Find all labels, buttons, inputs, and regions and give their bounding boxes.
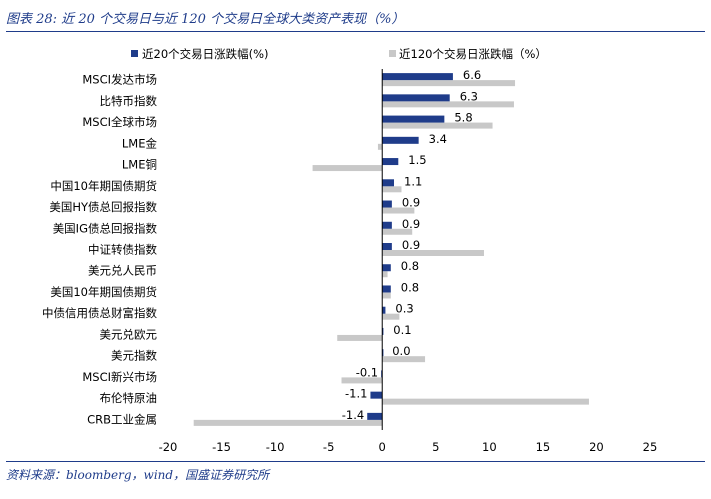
category-label: 比特币指数 (100, 94, 158, 108)
bar-120d (382, 228, 413, 235)
data-label-20d: 5.8 (454, 111, 472, 125)
bar-20d (370, 391, 383, 399)
bar-20d (367, 412, 383, 420)
category-label: 中国10年期国债期货 (50, 179, 157, 193)
category-label: 布伦特原油 (100, 391, 158, 405)
bar-20d (382, 349, 384, 357)
data-label-20d: 3.4 (429, 132, 447, 146)
bar-120d (382, 250, 484, 256)
x-tick-label: -5 (323, 440, 334, 454)
category-label: 美元兑人民币 (88, 264, 157, 278)
data-label-20d: -0.1 (356, 365, 378, 379)
data-label-20d: 0.1 (393, 323, 411, 337)
bar-120d (382, 122, 493, 129)
bar-20d (382, 221, 392, 229)
x-tick-label: 20 (589, 440, 604, 454)
x-tick-label: -15 (212, 440, 231, 454)
legend-label-20d: 近20个交易日涨跌幅(%) (142, 47, 269, 61)
bar-120d (341, 377, 383, 384)
category-label: CRB工业金属 (87, 412, 157, 426)
bar-120d (382, 271, 388, 278)
bar-120d (382, 292, 391, 299)
bar-20d (382, 94, 450, 102)
data-label-20d: 0.8 (401, 259, 419, 273)
source-divider (6, 461, 705, 462)
bar-20d (382, 115, 445, 123)
data-label-20d: 0.9 (402, 196, 420, 210)
x-tick-label: 25 (643, 440, 658, 454)
chart-title: 图表 28: 近 20 个交易日与近 120 个交易日全球大类资产表现（%） (6, 12, 405, 27)
data-label-20d: 1.5 (408, 153, 426, 167)
x-tick-label: -10 (266, 440, 285, 454)
bar-20d (382, 179, 395, 187)
bar-120d (312, 165, 383, 172)
data-label-20d: 0.8 (401, 280, 419, 294)
data-label-20d: -1.1 (345, 387, 367, 401)
bar-120d (382, 356, 426, 363)
bar-20d (382, 264, 391, 272)
category-label: 美国10年期国债期货 (50, 285, 157, 299)
data-label-20d: 0.3 (395, 302, 413, 316)
bar-120d (382, 186, 402, 193)
bar-120d (382, 398, 589, 405)
category-label: 中债信用债总财富指数 (42, 306, 157, 320)
data-label-20d: 6.6 (463, 68, 481, 82)
data-label-20d: 6.3 (460, 89, 478, 103)
title-divider (6, 31, 705, 32)
bar-20d (382, 243, 392, 250)
category-label: 美国HY债总回报指数 (49, 200, 157, 214)
bar-120d (382, 101, 514, 108)
bar-20d (382, 200, 392, 208)
bar-120d (337, 334, 383, 341)
legend-swatch-120d (389, 50, 396, 57)
data-label-20d: 0.9 (402, 238, 420, 252)
data-label-20d: -1.4 (342, 408, 364, 422)
bar-120d (193, 419, 383, 426)
legend-swatch-20d (131, 50, 138, 57)
category-label: LME铜 (122, 158, 157, 172)
bar-20d (382, 73, 453, 81)
category-label: 美元指数 (111, 349, 157, 363)
category-label: MSCI发达市场 (82, 73, 157, 87)
category-label: LME金 (122, 136, 158, 150)
category-label: 美国IG债总回报指数 (53, 221, 158, 235)
bar-120d (382, 207, 415, 214)
bar-20d (382, 306, 386, 314)
bar-20d (382, 158, 399, 166)
data-label-20d: 0.9 (402, 217, 420, 231)
bar-120d (377, 143, 383, 150)
x-tick-label: 0 (379, 440, 386, 454)
category-label: MSCI全球市场 (82, 115, 157, 129)
bar-20d (382, 327, 384, 335)
bar-20d (382, 136, 419, 144)
bar-120d (382, 313, 400, 320)
bar-120d (382, 80, 516, 87)
category-label: 中证转债指数 (88, 243, 157, 257)
category-label: 美元兑欧元 (100, 327, 158, 341)
data-label-20d: 1.1 (404, 174, 422, 188)
legend-label-120d: 近120个交易日涨跌幅（%） (399, 47, 547, 61)
x-tick-label: 10 (482, 440, 497, 454)
x-tick-label: -20 (159, 440, 178, 454)
category-label: MSCI新兴市场 (82, 370, 157, 384)
source-note: 资料来源：bloomberg，wind，国盛证券研究所 (6, 468, 270, 482)
x-tick-label: 5 (432, 440, 439, 454)
x-tick-label: 15 (536, 440, 551, 454)
bar-20d (382, 285, 391, 293)
data-label-20d: 0.0 (392, 344, 410, 358)
